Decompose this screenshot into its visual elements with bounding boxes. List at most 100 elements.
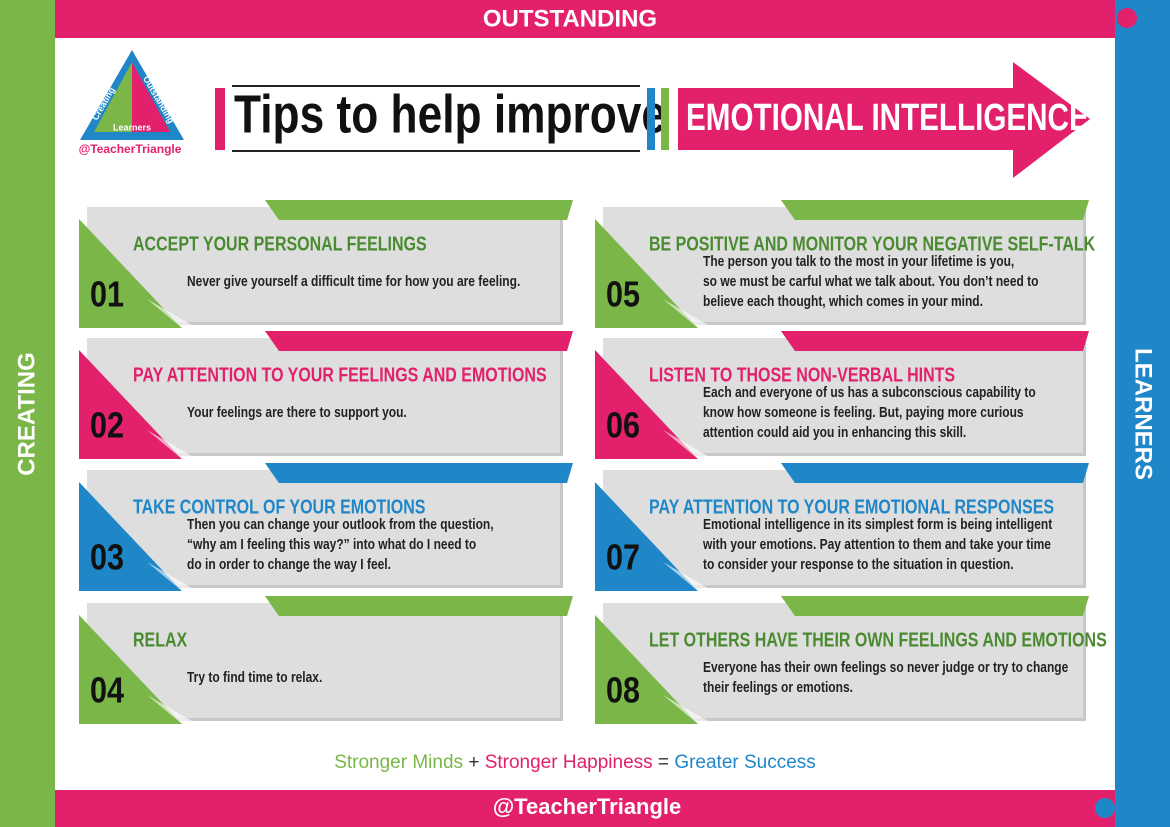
tip-text: The person you talk to the most in your … <box>703 253 1014 270</box>
puzzle-knob <box>33 798 53 818</box>
card-ribbon <box>781 331 1089 351</box>
tip-number: 07 <box>606 538 640 578</box>
tip-number: 05 <box>606 275 640 315</box>
tip-title: PAY ATTENTION TO YOUR EMOTIONAL RESPONSE… <box>649 496 1054 518</box>
right-bar <box>1115 0 1170 827</box>
card-corner <box>595 482 698 591</box>
tip-number: 06 <box>606 406 640 446</box>
card-corner <box>79 482 182 591</box>
puzzle-knob <box>1117 8 1137 28</box>
card <box>87 207 560 322</box>
tip-text: believe each thought, which comes in you… <box>703 293 983 310</box>
tip-card: 02 PAY ATTENTION TO YOUR FEELINGS AND EMO… <box>79 331 573 459</box>
tip-text: Then you can change your outlook from th… <box>187 516 494 533</box>
card-corner-shade <box>147 695 197 724</box>
card <box>603 207 1083 322</box>
card-ribbon <box>265 596 573 616</box>
tip-text: Your feelings are there to support you. <box>187 404 407 421</box>
card-corner <box>79 219 182 328</box>
tip-number: 01 <box>90 275 124 315</box>
tip-text: Try to find time to relax. <box>187 669 322 686</box>
card <box>87 338 560 453</box>
puzzle-knob <box>1095 798 1115 818</box>
card <box>603 470 1083 585</box>
card-ribbon <box>781 463 1089 483</box>
frame-left-text: CREATING <box>13 352 40 476</box>
slogan: Stronger Minds + Stronger Happiness = Gr… <box>334 752 816 773</box>
card-corner <box>595 615 698 724</box>
tip-text: with your emotions. Pay attention to the… <box>702 536 1051 553</box>
card-corner-shade <box>663 430 713 459</box>
tip-title: PAY ATTENTION TO YOUR FEELINGS AND EMOTI… <box>133 364 547 386</box>
logo-handle: @TeacherTriangle <box>79 142 182 156</box>
bottom-bar <box>55 790 1115 827</box>
tip-number: 02 <box>90 406 124 446</box>
card-ribbon <box>781 200 1089 220</box>
tip-text: “why am I feeling this way?” into what d… <box>187 536 476 553</box>
tip-title: ACCEPT YOUR PERSONAL FEELINGS <box>133 233 427 255</box>
tip-title: LISTEN TO THOSE NON-VERBAL HINTS <box>649 364 955 386</box>
header-accent <box>647 88 655 150</box>
header-title: Tips to help improve <box>234 84 666 144</box>
tip-card: 04 RELAX Try to find time to relax. <box>79 596 573 724</box>
card-corner-shade <box>663 299 713 328</box>
slogan-part: = <box>658 752 669 773</box>
slogan-part: Stronger Happiness <box>485 752 653 773</box>
tip-text: so we must be carful what we talk about.… <box>703 273 1038 290</box>
frame-bottom-text: @TeacherTriangle <box>493 794 682 819</box>
card-corner <box>79 615 182 724</box>
card-corner-shade <box>147 562 197 591</box>
tip-title: BE POSITIVE AND MONITOR YOUR NEGATIVE SE… <box>649 233 1095 255</box>
card-corner-shade <box>663 562 713 591</box>
tip-text: attention could aid you in enhancing thi… <box>703 424 966 441</box>
card-ribbon <box>265 200 573 220</box>
tip-text: Emotional intelligence in its simplest f… <box>703 516 1053 533</box>
tip-card: 01 ACCEPT YOUR PERSONAL FEELINGS Never giv… <box>79 200 573 328</box>
card-corner-shade <box>663 695 713 724</box>
card <box>87 603 560 718</box>
tip-text: know how someone is feeling. But, paying… <box>703 404 1024 421</box>
card-corner-shade <box>147 299 197 328</box>
slogan-part: Stronger Minds <box>334 752 463 773</box>
card-corner <box>79 350 182 459</box>
frame-right-text: LEARNERS <box>1130 348 1157 480</box>
tip-text: do in order to change the way I feel. <box>187 556 391 573</box>
card-corner <box>595 350 698 459</box>
tip-title: LET OTHERS HAVE THEIR OWN FEELINGS AND E… <box>649 629 1107 651</box>
logo-piece <box>94 62 132 132</box>
logo-text: Learners <box>113 122 151 132</box>
tip-text: Never give yourself a difficult time for… <box>187 273 520 290</box>
tip-card: 05 BE POSITIVE AND MONITOR YOUR NEGATIVE … <box>595 200 1095 328</box>
card <box>603 338 1083 453</box>
tip-title: TAKE CONTROL OF YOUR EMOTIONS <box>133 496 425 518</box>
tip-text: their feelings or emotions. <box>703 679 853 696</box>
tip-card: 08 LET OTHERS HAVE THEIR OWN FEELINGS AND… <box>595 596 1107 724</box>
slogan-part: + <box>468 752 479 773</box>
card-corner <box>595 219 698 328</box>
tip-number: 08 <box>606 671 640 711</box>
tip-number: 03 <box>90 538 124 578</box>
tips: 01 ACCEPT YOUR PERSONAL FEELINGS Never giv… <box>79 200 1107 724</box>
slogan-part: Greater Success <box>674 752 816 773</box>
header-arrow-text: EMOTIONAL INTELLIGENCE <box>686 97 1089 139</box>
frame-top-text: OUTSTANDING <box>483 5 657 32</box>
tip-title: RELAX <box>133 629 187 651</box>
header-accent <box>661 88 669 150</box>
tip-card: 07 PAY ATTENTION TO YOUR EMOTIONAL RESPON… <box>595 463 1089 591</box>
tip-text: Each and everyone of us has a subconscio… <box>703 384 1036 401</box>
tip-number: 04 <box>90 671 124 711</box>
tip-text: Everyone has their own feelings so never… <box>703 659 1069 676</box>
top-bar <box>55 0 1115 38</box>
left-bar <box>0 0 55 827</box>
card <box>603 603 1083 718</box>
logo-piece <box>132 62 170 132</box>
header-accent <box>215 88 225 150</box>
card-ribbon <box>265 463 573 483</box>
card-corner-shade <box>147 430 197 459</box>
header-arrow <box>678 62 1090 178</box>
card-ribbon <box>781 596 1089 616</box>
card-ribbon <box>265 331 573 351</box>
